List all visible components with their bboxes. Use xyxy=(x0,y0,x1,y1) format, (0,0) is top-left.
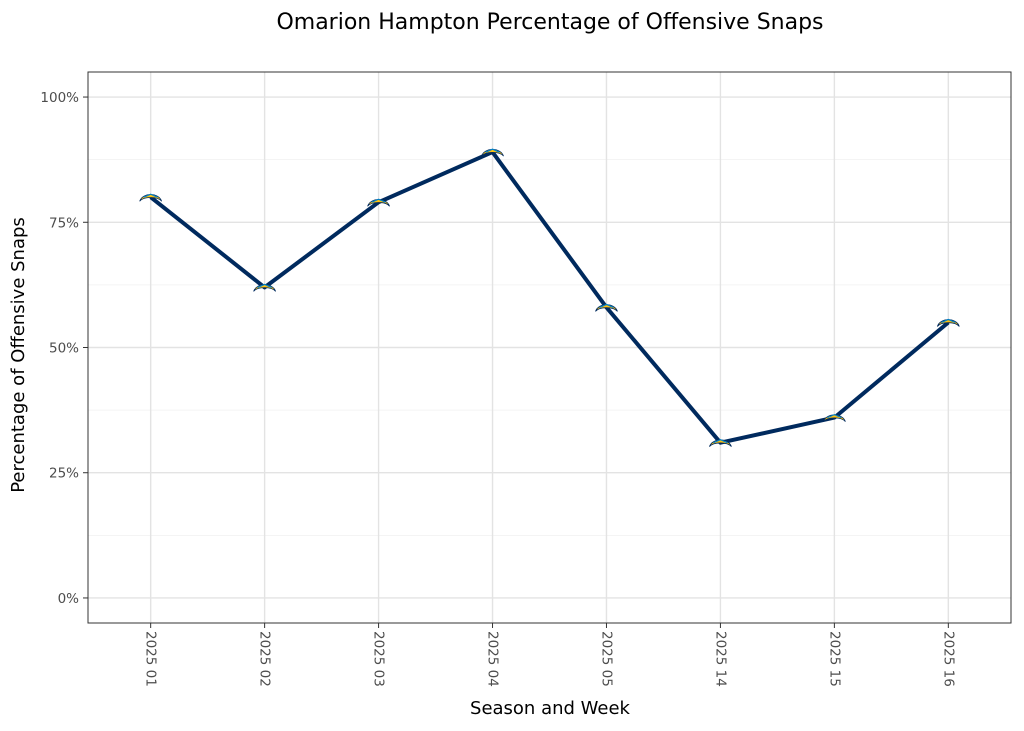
bolt-accent xyxy=(599,303,614,308)
data-point xyxy=(139,193,163,202)
bolt-accent xyxy=(257,283,272,288)
x-tick-label: 2025 14 xyxy=(712,631,728,687)
data-point xyxy=(367,198,390,207)
minor-gridlines xyxy=(88,159,1011,536)
bolt-accent xyxy=(485,148,500,153)
bolt-accent xyxy=(143,193,158,198)
x-tick-label: 2025 16 xyxy=(940,631,956,687)
data-point xyxy=(253,283,277,292)
data-point xyxy=(481,148,504,157)
bolt-accent xyxy=(371,198,386,203)
data-point xyxy=(709,439,732,447)
bolt-accent xyxy=(941,318,956,324)
x-tick-label: 2025 04 xyxy=(485,631,501,687)
data-markers xyxy=(139,148,960,447)
x-tick-label: 2025 05 xyxy=(598,631,614,687)
x-tick-label: 2025 01 xyxy=(143,631,159,687)
x-tick-label: 2025 15 xyxy=(826,631,842,687)
major-gridlines xyxy=(88,72,1011,623)
x-axis-title: Season and Week xyxy=(470,698,631,719)
chart-title: Omarion Hampton Percentage of Offensive … xyxy=(276,10,823,35)
y-tick-label: 100% xyxy=(40,90,79,106)
y-tick-label: 75% xyxy=(49,215,79,231)
x-axis: 2025 01 2025 02 2025 03 2025 04 2025 05 2025 … xyxy=(143,623,956,687)
y-axis-title: Percentage of Offensive Snaps xyxy=(8,217,29,493)
data-point xyxy=(936,318,960,327)
data-point xyxy=(595,303,618,312)
bolt-accent xyxy=(713,439,728,444)
x-tick-label: 2025 02 xyxy=(257,631,273,687)
bolt-accent xyxy=(827,413,842,419)
data-point xyxy=(822,413,846,422)
series-line xyxy=(149,150,950,445)
y-tick-label: 0% xyxy=(58,591,80,607)
y-tick-label: 25% xyxy=(49,466,79,482)
y-axis: 0% 25% 50% 75% 100% xyxy=(40,90,88,607)
x-tick-label: 2025 03 xyxy=(371,631,387,687)
y-tick-label: 50% xyxy=(49,341,79,357)
